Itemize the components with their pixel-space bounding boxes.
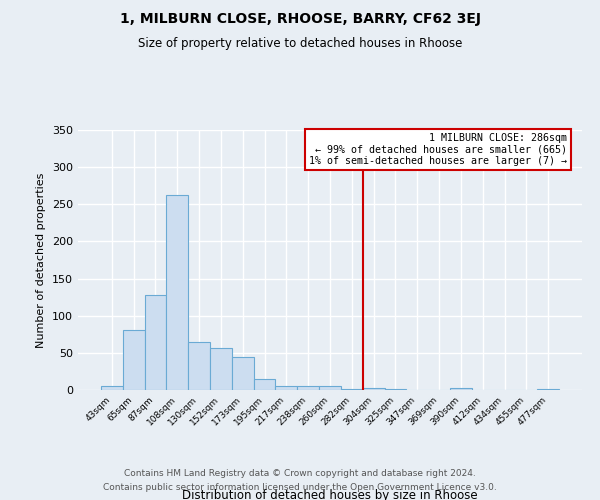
Text: 1 MILBURN CLOSE: 286sqm
← 99% of detached houses are smaller (665)
1% of semi-de: 1 MILBURN CLOSE: 286sqm ← 99% of detache… (309, 132, 567, 166)
Text: Contains public sector information licensed under the Open Government Licence v3: Contains public sector information licen… (103, 484, 497, 492)
Bar (210, 348, 232, 390)
Text: 1, MILBURN CLOSE, RHOOSE, BARRY, CF62 3EJ: 1, MILBURN CLOSE, RHOOSE, BARRY, CF62 3E… (119, 12, 481, 26)
Bar (145, 295, 166, 390)
Bar (254, 379, 275, 390)
Bar (101, 386, 123, 390)
Bar (275, 386, 297, 390)
Bar (166, 196, 188, 390)
Bar (297, 386, 319, 390)
Bar (232, 358, 254, 390)
Bar (319, 386, 341, 390)
Text: Size of property relative to detached houses in Rhoose: Size of property relative to detached ho… (138, 38, 462, 51)
Text: Distribution of detached houses by size in Rhoose: Distribution of detached houses by size … (182, 489, 478, 500)
Bar (188, 342, 210, 390)
Text: Contains HM Land Registry data © Crown copyright and database right 2024.: Contains HM Land Registry data © Crown c… (124, 468, 476, 477)
Bar (363, 388, 385, 390)
Bar (450, 388, 472, 390)
Y-axis label: Number of detached properties: Number of detached properties (37, 172, 46, 348)
Bar (123, 330, 145, 390)
